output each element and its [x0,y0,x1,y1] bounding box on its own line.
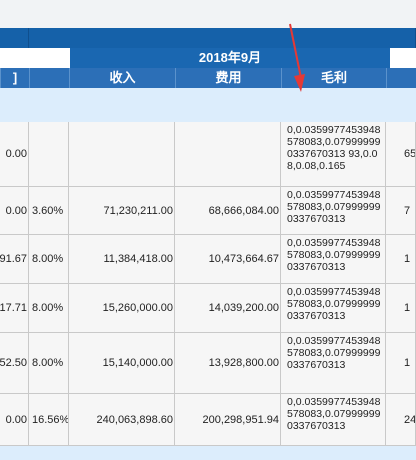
cell-income: 15,260,000.00 [69,284,175,333]
header-left-partial: ] [0,68,29,88]
cell-income: 15,140,000.00 [69,333,175,394]
header-left-block [0,28,29,48]
cell-expense: 14,039,200.00 [175,284,281,333]
arrow-head [294,74,305,92]
cell-income: 11,384,418.00 [69,235,175,284]
cell-expense: 13,928,800.00 [175,333,281,394]
cell-rate: 8.00% [29,235,69,284]
cell-margin: 0,0.0359977453948578083,0.07999999033767… [281,394,386,446]
cell-margin: 0,0.0359977453948578083,0.07999999033767… [281,235,386,284]
group-stripe [0,88,416,122]
cell-rate: 3.60% [29,187,69,235]
cell-rate: 8.00% [29,333,69,394]
cell-partial: 0.00 [0,187,29,235]
cell-extra: 65 [386,122,416,187]
cell-expense: 200,298,951.94 [175,394,281,446]
arrow-shaft [289,23,302,79]
cell-partial: 91.67 [0,235,29,284]
cell-partial: 17.71 [0,284,29,333]
cell-expense: 68,666,084.00 [175,187,281,235]
cell-rate: 16.56% [29,394,69,446]
cell-margin: 0,0.0359977453948578083,0.07999999033767… [281,333,386,394]
cell-partial: 52.50 [0,333,29,394]
cell-extra: 7 [386,187,416,235]
header-month-label: 2018年9月 [70,48,390,68]
header-cell-income: 收入 [69,68,175,88]
cell-extra: 1 [386,333,416,394]
cell-income: 71,230,211.00 [69,187,175,235]
cell-expense: 10,473,664.67 [175,235,281,284]
cell-partial: 0.00 [0,394,29,446]
cell-income: 240,063,898.60 [69,394,175,446]
header-cell-expense: 费用 [175,68,281,88]
header-cell-blank [29,68,69,88]
cell-rate: 8.00% [29,284,69,333]
cell-partial: 0.00 [0,122,29,187]
cell-margin: 0,0.0359977453948578083,0.07999999033767… [281,187,386,235]
header-cell-right [386,68,416,88]
cell-expense [175,122,281,187]
cell-margin: 0,0.0359977453948578083,0.07999999033767… [281,122,386,187]
cell-income [69,122,175,187]
cell-margin: 0,0.0359977453948578083,0.07999999033767… [281,284,386,333]
cell-rate [29,122,69,187]
cell-extra: 1 [386,235,416,284]
header-cell-margin: 毛利 [281,68,386,88]
footer-stripe [0,446,416,460]
